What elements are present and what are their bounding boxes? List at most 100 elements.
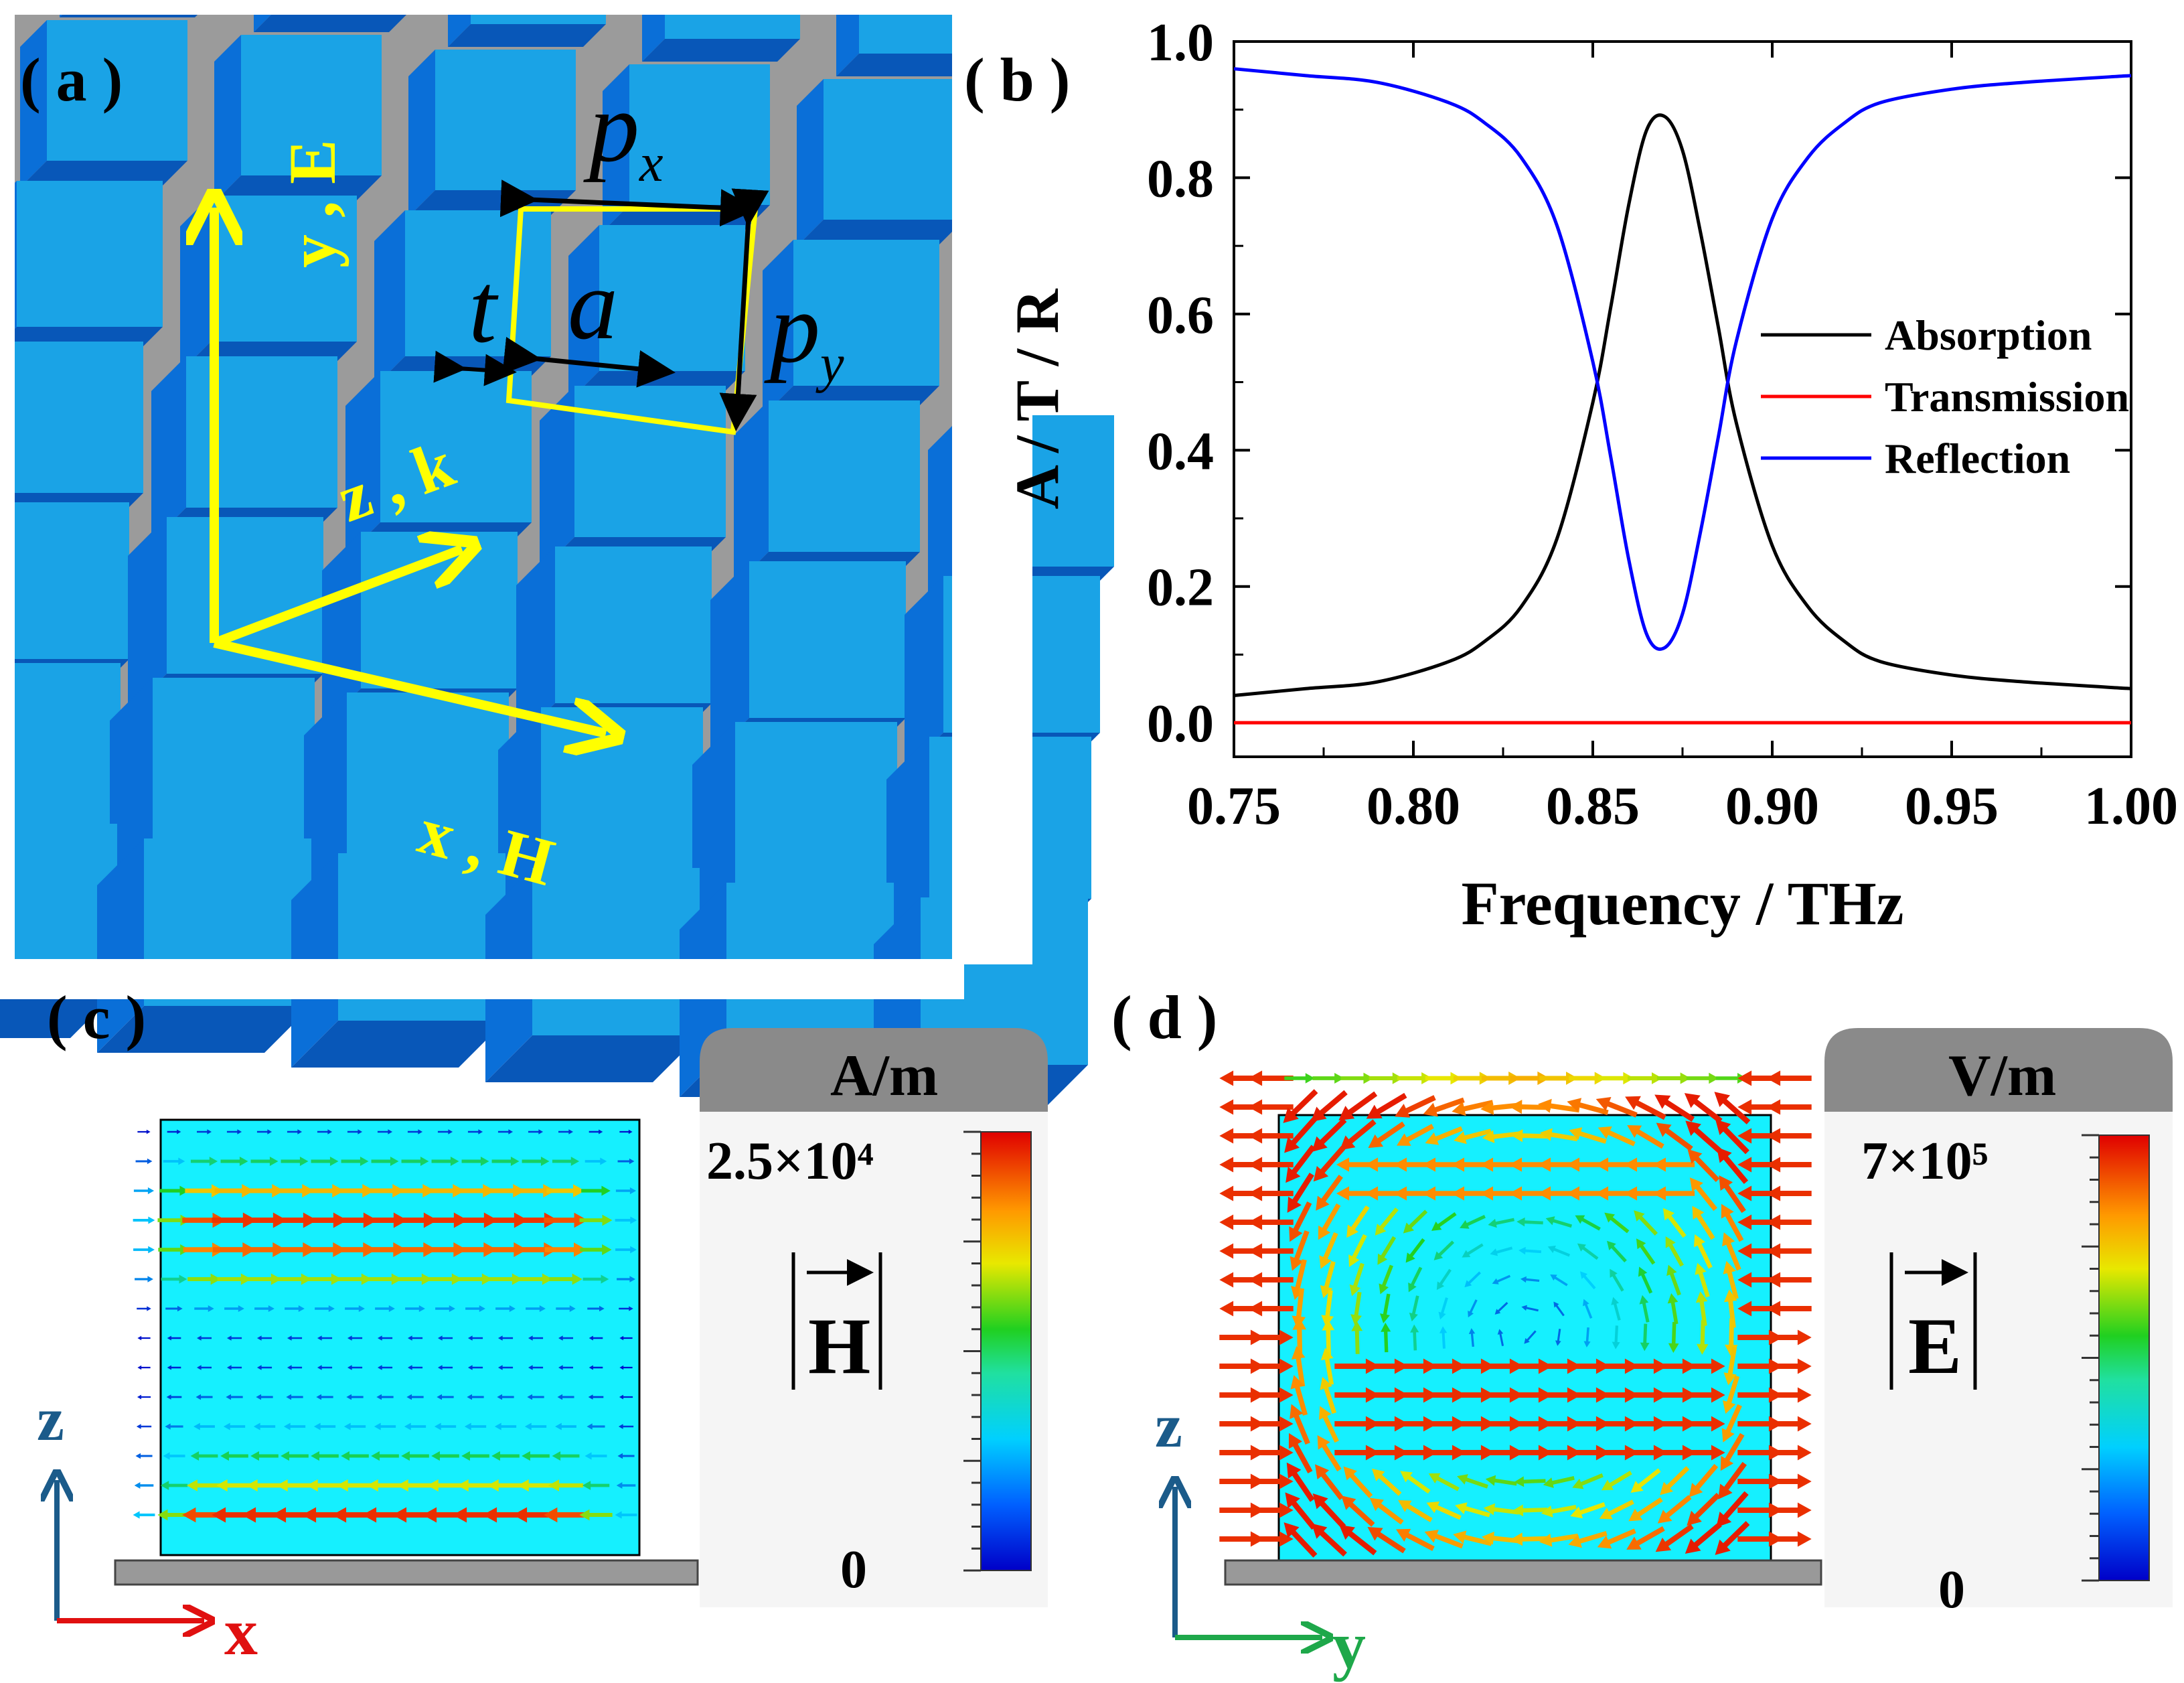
field-vector-head — [281, 1451, 289, 1461]
cube-side — [516, 546, 555, 742]
field-vector-head — [1343, 1466, 1357, 1481]
field-vector-head — [1666, 1264, 1677, 1276]
field-vector — [1286, 1089, 1318, 1120]
field-vector-head — [268, 1305, 275, 1313]
cube-side — [214, 35, 241, 202]
field-vector-head — [1510, 1532, 1523, 1546]
field-vector-head — [165, 1423, 171, 1430]
field-vector — [1315, 1526, 1347, 1557]
field-vector-head — [1289, 1226, 1303, 1242]
field-vector-head — [1555, 1340, 1561, 1346]
field-vector-head — [1604, 1212, 1616, 1223]
field-vector — [1461, 1476, 1488, 1489]
field-vector — [1630, 1098, 1666, 1120]
field-vector-head — [1279, 1387, 1294, 1403]
field-vector — [1289, 1172, 1314, 1208]
field-vector-head — [1766, 1301, 1781, 1317]
field-vector-head — [1766, 1214, 1781, 1230]
field-vector — [1287, 1116, 1317, 1149]
field-vector — [1466, 1271, 1481, 1286]
field-vector-head — [1570, 1506, 1583, 1519]
field-vector-head — [538, 1129, 544, 1135]
field-vector-head — [1485, 1475, 1496, 1486]
field-vector-head — [1718, 1483, 1733, 1499]
field-vector — [1722, 1209, 1744, 1242]
field-vector-head — [337, 1479, 348, 1492]
field-vector-head — [1283, 1107, 1299, 1123]
field-vector-head — [1723, 1260, 1736, 1274]
field-vector-head — [1737, 1157, 1752, 1173]
field-vector-head — [461, 1451, 470, 1461]
field-vector — [1725, 1266, 1739, 1300]
field-vector-head — [302, 1507, 317, 1523]
field-vector-head — [316, 1394, 322, 1400]
cube-bottom — [291, 1021, 505, 1068]
field-vector-head — [1521, 1305, 1527, 1311]
field-vector-head — [1219, 1243, 1234, 1259]
field-vector-head — [179, 1185, 189, 1196]
field-symbol-c: H — [808, 1301, 870, 1390]
field-vector-head — [1364, 1157, 1379, 1172]
field-vector-head — [237, 1129, 242, 1135]
cube-face — [824, 79, 964, 220]
field-vector-head — [256, 1365, 262, 1370]
field-vector-head — [616, 1482, 623, 1489]
x-tick-label: 0.95 — [1905, 777, 1999, 836]
field-vector-head — [1336, 1186, 1350, 1201]
z-label-c: z — [37, 1385, 64, 1453]
z-label-d: z — [1155, 1392, 1182, 1460]
field-vector — [1468, 1299, 1478, 1315]
field-vector-head — [1248, 1157, 1263, 1173]
field-vector-head — [584, 1452, 592, 1460]
field-vector-head — [1286, 1462, 1302, 1479]
field-vector-head — [1279, 1502, 1294, 1518]
field-vector-head — [134, 1482, 141, 1489]
field-vector-head — [250, 1451, 259, 1461]
field-vector-head — [478, 1129, 483, 1135]
field-vector — [1322, 1260, 1336, 1293]
field-vector — [1351, 1262, 1364, 1291]
field-vector-head — [1219, 1214, 1234, 1230]
field-vector — [1693, 1210, 1715, 1240]
field-vector-head — [539, 1305, 546, 1313]
field-vector-head — [157, 1509, 168, 1521]
field-vector — [1292, 1230, 1310, 1265]
field-vector — [1719, 1491, 1749, 1524]
field-vector — [1403, 1473, 1431, 1494]
field-vector — [1661, 1495, 1692, 1521]
field-vector-head — [1351, 1321, 1363, 1331]
field-vector-head — [497, 1394, 503, 1400]
field-vector-head — [1290, 1404, 1304, 1419]
field-vector — [1662, 1466, 1690, 1492]
t-dimension-arrow — [433, 350, 517, 386]
field-vector — [1413, 1329, 1417, 1351]
field-vector-head — [146, 1129, 151, 1135]
field-vector-head — [1290, 1375, 1304, 1390]
field-vector — [1689, 1096, 1723, 1124]
field-vector — [1293, 1381, 1308, 1416]
field-vector-head — [589, 1335, 593, 1341]
field-vector-head — [1797, 1502, 1812, 1518]
field-vector-head — [1219, 1157, 1234, 1173]
field-vector — [1549, 1218, 1573, 1228]
field-vector-head — [1219, 1128, 1234, 1144]
field-vector-head — [1689, 1483, 1703, 1497]
cube-side — [110, 678, 153, 883]
field-vector-head — [148, 1216, 155, 1224]
field-vector-head — [256, 1394, 262, 1400]
field-vector-head — [528, 1335, 533, 1341]
field-vector — [1489, 1506, 1519, 1515]
field-vector-head — [209, 1157, 218, 1166]
field-vector-head — [579, 1509, 590, 1521]
field-vector-head — [1348, 1254, 1360, 1267]
field-vector-head — [1291, 1345, 1306, 1360]
field-vector-head — [1520, 1276, 1527, 1283]
field-vector-head — [437, 1394, 443, 1400]
field-vector-head — [1797, 1473, 1812, 1489]
field-vector-head — [1509, 1100, 1523, 1114]
field-vector-head — [1711, 1416, 1725, 1432]
y-tick-label: 0.6 — [1147, 286, 1214, 345]
field-vector-head — [1595, 1157, 1609, 1172]
legend-label: Reflection — [1885, 435, 2070, 482]
cube-side — [128, 517, 167, 713]
